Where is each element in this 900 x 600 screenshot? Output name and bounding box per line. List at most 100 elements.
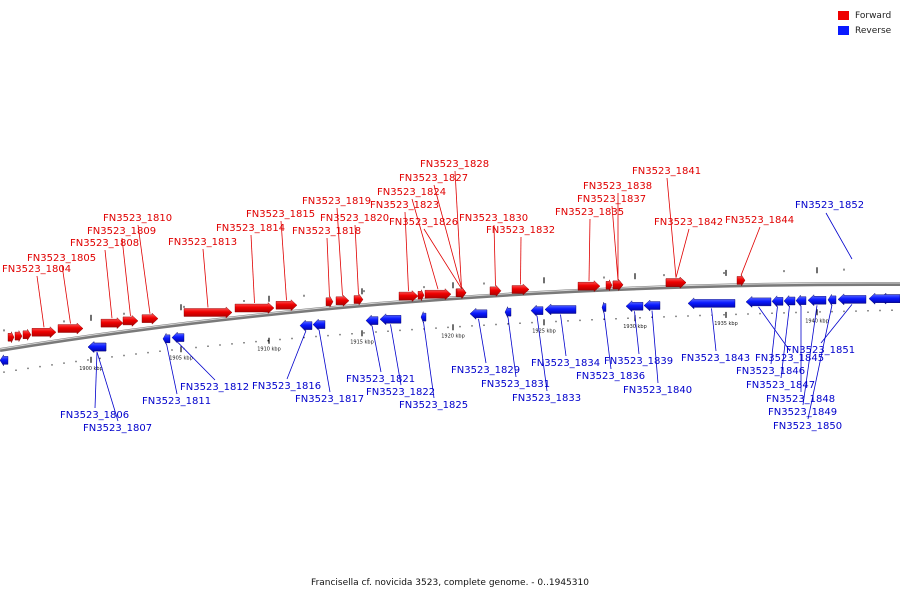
forward-gene-fn3523-1835 [577, 280, 601, 293]
legend-forward: Forward [838, 8, 891, 23]
leader-line [286, 330, 307, 380]
forward-gene-fn3523-1832 [511, 283, 530, 296]
leader-line [507, 317, 517, 378]
reverse-gene [0, 354, 9, 367]
reverse-gene-fn3523-1848 [795, 294, 807, 307]
leader-line [675, 228, 690, 278]
gene-features [0, 274, 900, 367]
leader-line [280, 220, 287, 301]
gene-label: FN3523_1824 [377, 187, 446, 198]
legend: Forward Reverse [838, 8, 891, 38]
gene-label: FN3523_1835 [555, 207, 624, 218]
leader-line [94, 352, 98, 409]
scale-label: 1930 kbp [623, 324, 647, 330]
gene-label: FN3523_1840 [623, 385, 692, 396]
gene-label: FN3523_1816 [252, 381, 321, 392]
gene-label: FN3523_1805 [27, 253, 96, 264]
reverse-gene-fn3523-1836 [601, 301, 607, 314]
gene-label: FN3523_1851 [786, 345, 855, 356]
gene-label: FN3523_1821 [346, 374, 415, 385]
reverse-gene-fn3523-1840 [643, 299, 661, 312]
gene-label: FN3523_1810 [103, 213, 172, 224]
gene-label: FN3523_1834 [531, 358, 600, 369]
gene-label: FN3523_1846 [736, 366, 805, 377]
leader-line [36, 275, 45, 328]
scale-label: 1925 kbp [532, 328, 556, 334]
leader-line [454, 170, 462, 288]
scale-ticks: 1900 kbp 1905 kbp 1910 kbp 1915 kbp 1920 kbp… [3, 267, 893, 373]
forward-gene-fn3523-1814 [234, 302, 275, 314]
forward-gene [14, 329, 23, 343]
gene-label: FN3523_1808 [70, 238, 139, 249]
leader-line [666, 177, 677, 278]
gene-label: FN3523_1820 [320, 213, 389, 224]
leader-line [634, 311, 640, 355]
forward-gene [22, 328, 32, 341]
reverse-gene-fn3523-1816 [299, 319, 313, 332]
gene-label: FN3523_1852 [795, 200, 864, 211]
forward-gene-fn3523-1844 [736, 274, 746, 287]
leader-line [104, 249, 113, 319]
forward-gene-fn3523-1842 [665, 276, 687, 289]
gene-label: FN3523_1815 [246, 209, 315, 220]
reverse-gene-fn3523-1834 [544, 303, 577, 316]
legend-reverse: Reverse [838, 23, 891, 38]
forward-gene-fn3523-1810 [141, 312, 159, 325]
leader-line [478, 318, 487, 364]
leader-line [611, 205, 619, 280]
legend-forward-label: Forward [855, 10, 892, 21]
leader-line [560, 314, 567, 357]
gene-label: FN3523_1845 [755, 353, 824, 364]
forward-gene-fn3523-1804 [31, 326, 57, 339]
reverse-gene-fn3523-1851 [837, 293, 867, 306]
reverse-gene-fn3523-1831 [504, 306, 512, 318]
leader-line [411, 198, 439, 290]
scale-label: 1905 kbp [169, 355, 193, 361]
gene-label: FN3523_1839 [604, 356, 673, 367]
gene-label: FN3523_1814 [216, 223, 285, 234]
reverse-gene-fn3523-1833 [530, 304, 544, 317]
gene-label: FN3523_1832 [486, 225, 555, 236]
forward-gene [7, 331, 15, 343]
reverse-gene-fn3523-1850 [827, 293, 837, 307]
leader-line [202, 248, 209, 308]
leader-line [423, 322, 435, 399]
reverse-gene-fn3523-1843 [687, 297, 736, 310]
gene-label: FN3523_1819 [302, 196, 371, 207]
gene-label: FN3523_1847 [746, 380, 815, 391]
leader-line [493, 224, 496, 286]
scale-label: 1940 kbp [805, 318, 829, 324]
reverse-gene-fn3523-1807 [87, 341, 107, 353]
leader-line [807, 304, 833, 420]
leader-line [318, 329, 331, 393]
gene-label: FN3523_1827 [399, 173, 468, 184]
leader-line [802, 305, 818, 406]
forward-gene-fn3523-1838 [612, 278, 624, 291]
forward-gene [605, 279, 613, 291]
forward-gene-fn3523-1805 [57, 322, 84, 335]
leader-line [820, 304, 853, 344]
leader-line [603, 312, 612, 370]
gene-labels: FN3523_1804FN3523_1805FN3523_1808FN3523_… [2, 159, 864, 434]
gene-label: FN3523_1817 [295, 394, 364, 405]
leader-line [390, 324, 402, 386]
gene-label: FN3523_1828 [420, 159, 489, 170]
leader-line [354, 224, 359, 295]
gene-label: FN3523_1836 [576, 371, 645, 382]
leader-line [536, 315, 548, 392]
forward-gene-fn3523-1809 [122, 314, 139, 327]
gene-label: FN3523_1809 [87, 226, 156, 237]
gene-label: FN3523_1844 [725, 215, 794, 226]
forward-gene-fn3523-1815 [275, 299, 298, 312]
leader-line [770, 306, 778, 365]
gene-label: FN3523_1807 [83, 423, 152, 434]
gene-label: FN3523_1842 [654, 217, 723, 228]
leader-line [326, 237, 330, 297]
gene-label: FN3523_1826 [389, 217, 458, 228]
reverse-gene-fn3523-1845 [745, 295, 772, 308]
reverse-gene-fn3523-1849 [807, 294, 827, 307]
reverse-gene-fn3523-1847 [783, 294, 796, 308]
gene-label: FN3523_1849 [768, 407, 837, 418]
gene-label: FN3523_1822 [366, 387, 435, 398]
